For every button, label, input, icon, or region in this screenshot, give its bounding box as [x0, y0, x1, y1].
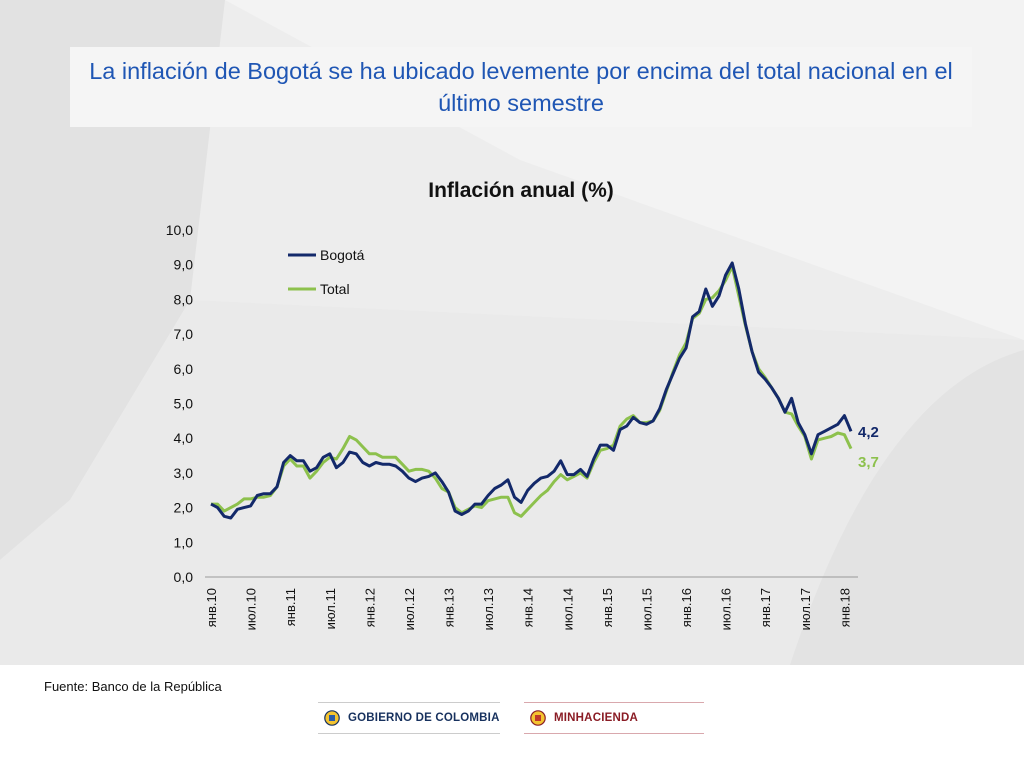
- legend-label-total: Total: [320, 281, 350, 297]
- series-line-bogota: [210, 261, 853, 520]
- y-tick-label: 2,0: [174, 500, 194, 516]
- x-axis: янв.10 июл.10 янв.11 июл.11 янв.12 июл.12 янв.…: [204, 588, 852, 630]
- gobierno-logo-text: GOBIERNO DE COLOMBIA: [348, 712, 500, 724]
- end-label-bogota: 4,2: [858, 424, 879, 441]
- y-tick-label: 4,0: [174, 430, 194, 446]
- x-tick-label: июл.17: [798, 588, 813, 630]
- x-tick-label: янв.14: [521, 588, 536, 627]
- x-tick-label: янв.13: [442, 588, 457, 627]
- x-tick-label: июл.11: [323, 588, 338, 629]
- x-tick-label: июл.16: [719, 588, 734, 630]
- end-label-total: 3,7: [858, 454, 879, 471]
- x-tick-label: июл.13: [481, 588, 496, 630]
- source-note: Fuente: Banco de la República: [44, 679, 222, 694]
- x-tick-label: янв.17: [758, 588, 773, 627]
- x-tick-label: июл.12: [402, 588, 417, 630]
- x-tick-label: июл.14: [560, 588, 575, 630]
- series-line-total: [211, 264, 853, 518]
- gobierno-logo: GOBIERNO DE COLOMBIA: [318, 702, 500, 734]
- slide-title: La inflación de Bogotá se ha ubicado lev…: [70, 47, 972, 127]
- minhacienda-logo: MINHACIENDA: [524, 702, 704, 734]
- x-tick-label: янв.18: [837, 588, 852, 627]
- x-tick-label: июл.10: [244, 588, 259, 630]
- minhacienda-logo-text: MINHACIENDA: [554, 712, 638, 724]
- y-axis: 0,0 1,0 2,0 3,0 4,0 5,0 6,0 7,0 8,0 9,0 10,0: [166, 222, 193, 585]
- x-tick-label: янв.11: [283, 588, 298, 626]
- x-tick-label: янв.16: [679, 588, 694, 627]
- minhacienda-seal-icon: [530, 710, 546, 726]
- legend-label-bogota: Bogotá: [320, 247, 365, 263]
- y-tick-label: 5,0: [174, 396, 194, 412]
- x-tick-label: янв.15: [600, 588, 615, 627]
- y-tick-label: 10,0: [166, 222, 193, 238]
- y-tick-label: 3,0: [174, 465, 194, 481]
- y-tick-label: 0,0: [174, 569, 194, 585]
- y-tick-label: 8,0: [174, 291, 194, 307]
- y-tick-label: 9,0: [174, 257, 194, 273]
- colombia-seal-icon: [324, 710, 340, 726]
- y-tick-label: 1,0: [174, 534, 194, 550]
- series-layer: [210, 261, 853, 520]
- legend: Bogotá Total: [288, 247, 365, 297]
- x-tick-label: янв.12: [362, 588, 377, 627]
- chart-title: Inflación anual (%): [428, 179, 614, 202]
- x-tick-label: июл.15: [639, 588, 654, 630]
- footer: [0, 665, 1024, 768]
- inflation-chart: Inflación anual (%) 0,0 1,0 2,0 3,0 4,0 5,0 6,…: [166, 179, 879, 630]
- y-tick-label: 6,0: [174, 361, 194, 377]
- x-tick-label: янв.10: [204, 588, 219, 627]
- y-tick-label: 7,0: [174, 326, 194, 342]
